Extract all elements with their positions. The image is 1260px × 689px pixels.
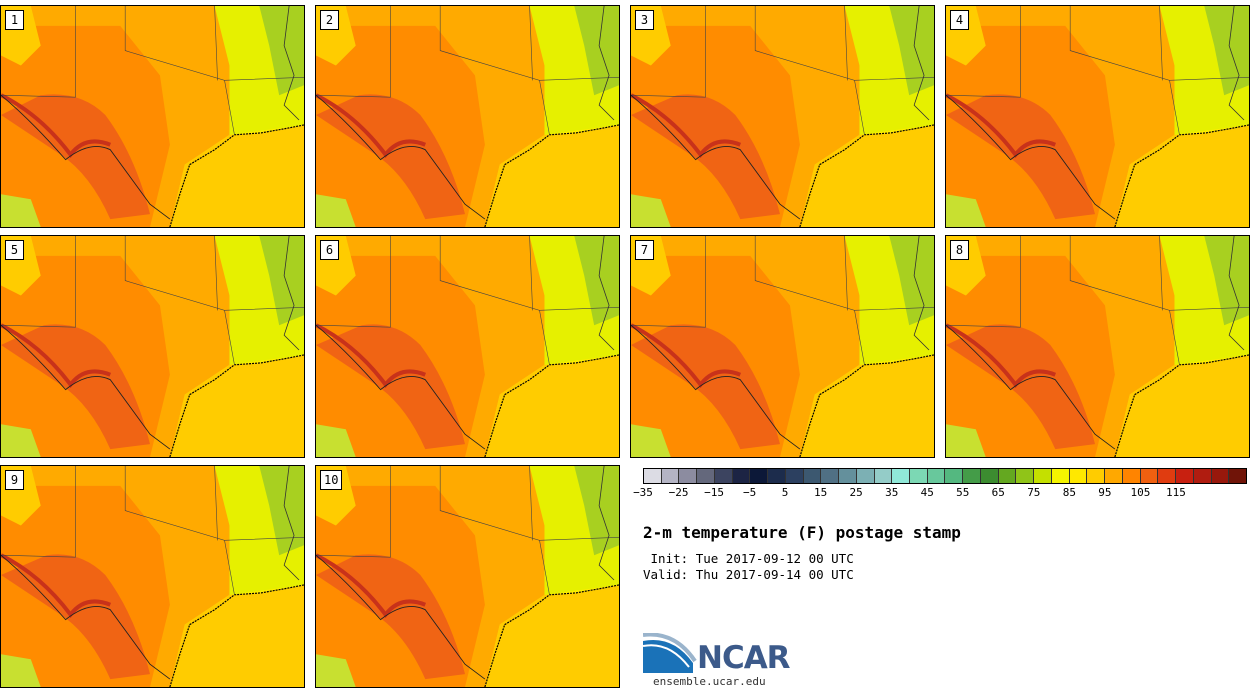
- colorbar-tick-label: 75: [1027, 486, 1041, 499]
- colorbar-cell: [1140, 469, 1159, 483]
- colorbar-cell: [1105, 469, 1123, 483]
- colorbar-cell: [750, 469, 769, 483]
- temperature-colorbar: [643, 468, 1247, 484]
- colorbar-cell: [892, 469, 911, 483]
- colorbar-cell: [644, 469, 662, 483]
- colorbar-tick-label: 55: [956, 486, 970, 499]
- member-label: 1: [5, 10, 24, 30]
- colorbar-cell: [661, 469, 680, 483]
- temperature-map: [1, 236, 304, 457]
- init-value: Tue 2017-09-12 00 UTC: [695, 551, 854, 566]
- member-panel: 8: [945, 235, 1250, 458]
- colorbar-tick-label: 35: [885, 486, 899, 499]
- colorbar-cell: [945, 469, 964, 483]
- colorbar-tick-label: −5: [742, 486, 757, 499]
- member-label: 4: [950, 10, 969, 30]
- colorbar-tick-label: 85: [1062, 486, 1076, 499]
- colorbar-cell: [803, 469, 822, 483]
- colorbar-cell: [1016, 469, 1035, 483]
- temperature-map: [316, 6, 619, 227]
- logo-wordmark: NCAR: [697, 640, 791, 676]
- member-label: 3: [635, 10, 654, 30]
- member-label: 9: [5, 470, 24, 490]
- member-panel: 7: [630, 235, 935, 458]
- run-info: Init: Tue 2017-09-12 00 UTC Valid: Thu 2…: [643, 551, 854, 583]
- member-label: 7: [635, 240, 654, 260]
- colorbar-cell: [1034, 469, 1052, 483]
- temperature-map: [631, 236, 934, 457]
- colorbar-cell: [910, 469, 928, 483]
- temperature-map: [631, 6, 934, 227]
- colorbar-cell: [1087, 469, 1106, 483]
- member-label: 8: [950, 240, 969, 260]
- colorbar-cell: [697, 469, 715, 483]
- colorbar-cell: [839, 469, 857, 483]
- temperature-map: [316, 236, 619, 457]
- colorbar-cell: [785, 469, 804, 483]
- colorbar-cell: [1051, 469, 1070, 483]
- colorbar-tick-label: 45: [920, 486, 934, 499]
- init-label: Init:: [643, 551, 689, 566]
- colorbar-tick-label: 105: [1130, 486, 1151, 499]
- member-label: 10: [320, 470, 343, 490]
- colorbar-tick-label: −35: [633, 486, 653, 499]
- member-label: 6: [320, 240, 339, 260]
- colorbar-tick-label: −15: [704, 486, 724, 499]
- member-panel: 10: [315, 465, 620, 688]
- ncar-logo-icon: [643, 633, 697, 673]
- colorbar-cell: [768, 469, 786, 483]
- member-panel: 1: [0, 5, 305, 228]
- colorbar-cell: [821, 469, 840, 483]
- temperature-map: [1, 6, 304, 227]
- colorbar-cell: [732, 469, 751, 483]
- member-label: 5: [5, 240, 24, 260]
- colorbar-cell: [1122, 469, 1141, 483]
- temperature-map: [946, 6, 1249, 227]
- colorbar-cell: [1158, 469, 1177, 483]
- site-url[interactable]: ensemble.ucar.edu: [653, 675, 766, 688]
- colorbar-tick-label: 25: [849, 486, 863, 499]
- valid-value: Thu 2017-09-14 00 UTC: [695, 567, 854, 582]
- colorbar-tick-label: −25: [668, 486, 689, 499]
- colorbar-cell: [927, 469, 946, 483]
- colorbar-cell: [1211, 469, 1230, 483]
- temperature-map: [946, 236, 1249, 457]
- colorbar-cell: [998, 469, 1017, 483]
- colorbar-cell: [679, 469, 698, 483]
- temperature-map: [1, 466, 304, 687]
- colorbar-cell: [1069, 469, 1088, 483]
- colorbar-cell: [1193, 469, 1212, 483]
- colorbar-cell: [1176, 469, 1194, 483]
- member-panel: 5: [0, 235, 305, 458]
- member-label: 2: [320, 10, 339, 30]
- colorbar-tick-label: 15: [814, 486, 828, 499]
- member-panel: 9: [0, 465, 305, 688]
- member-panel: 3: [630, 5, 935, 228]
- colorbar-tick-label: 65: [991, 486, 1005, 499]
- colorbar-cell: [714, 469, 733, 483]
- member-panel: 2: [315, 5, 620, 228]
- valid-label: Valid:: [643, 567, 689, 582]
- colorbar-cell: [980, 469, 999, 483]
- temperature-map: [316, 466, 619, 687]
- plot-title: 2-m temperature (F) postage stamp: [643, 523, 961, 542]
- member-panel: 4: [945, 5, 1250, 228]
- colorbar-cell: [874, 469, 893, 483]
- member-panel: 6: [315, 235, 620, 458]
- colorbar-cell: [1229, 469, 1246, 483]
- colorbar-ticks: −35 −25 −15 −5 5 15 25 35 45 55 65 75 85 95 105 115: [633, 486, 1247, 500]
- colorbar-tick-label: 95: [1098, 486, 1112, 499]
- colorbar-cell: [963, 469, 981, 483]
- colorbar-cell: [856, 469, 875, 483]
- colorbar-tick-label: 115: [1166, 486, 1186, 499]
- colorbar-tick-label: 5: [781, 486, 789, 499]
